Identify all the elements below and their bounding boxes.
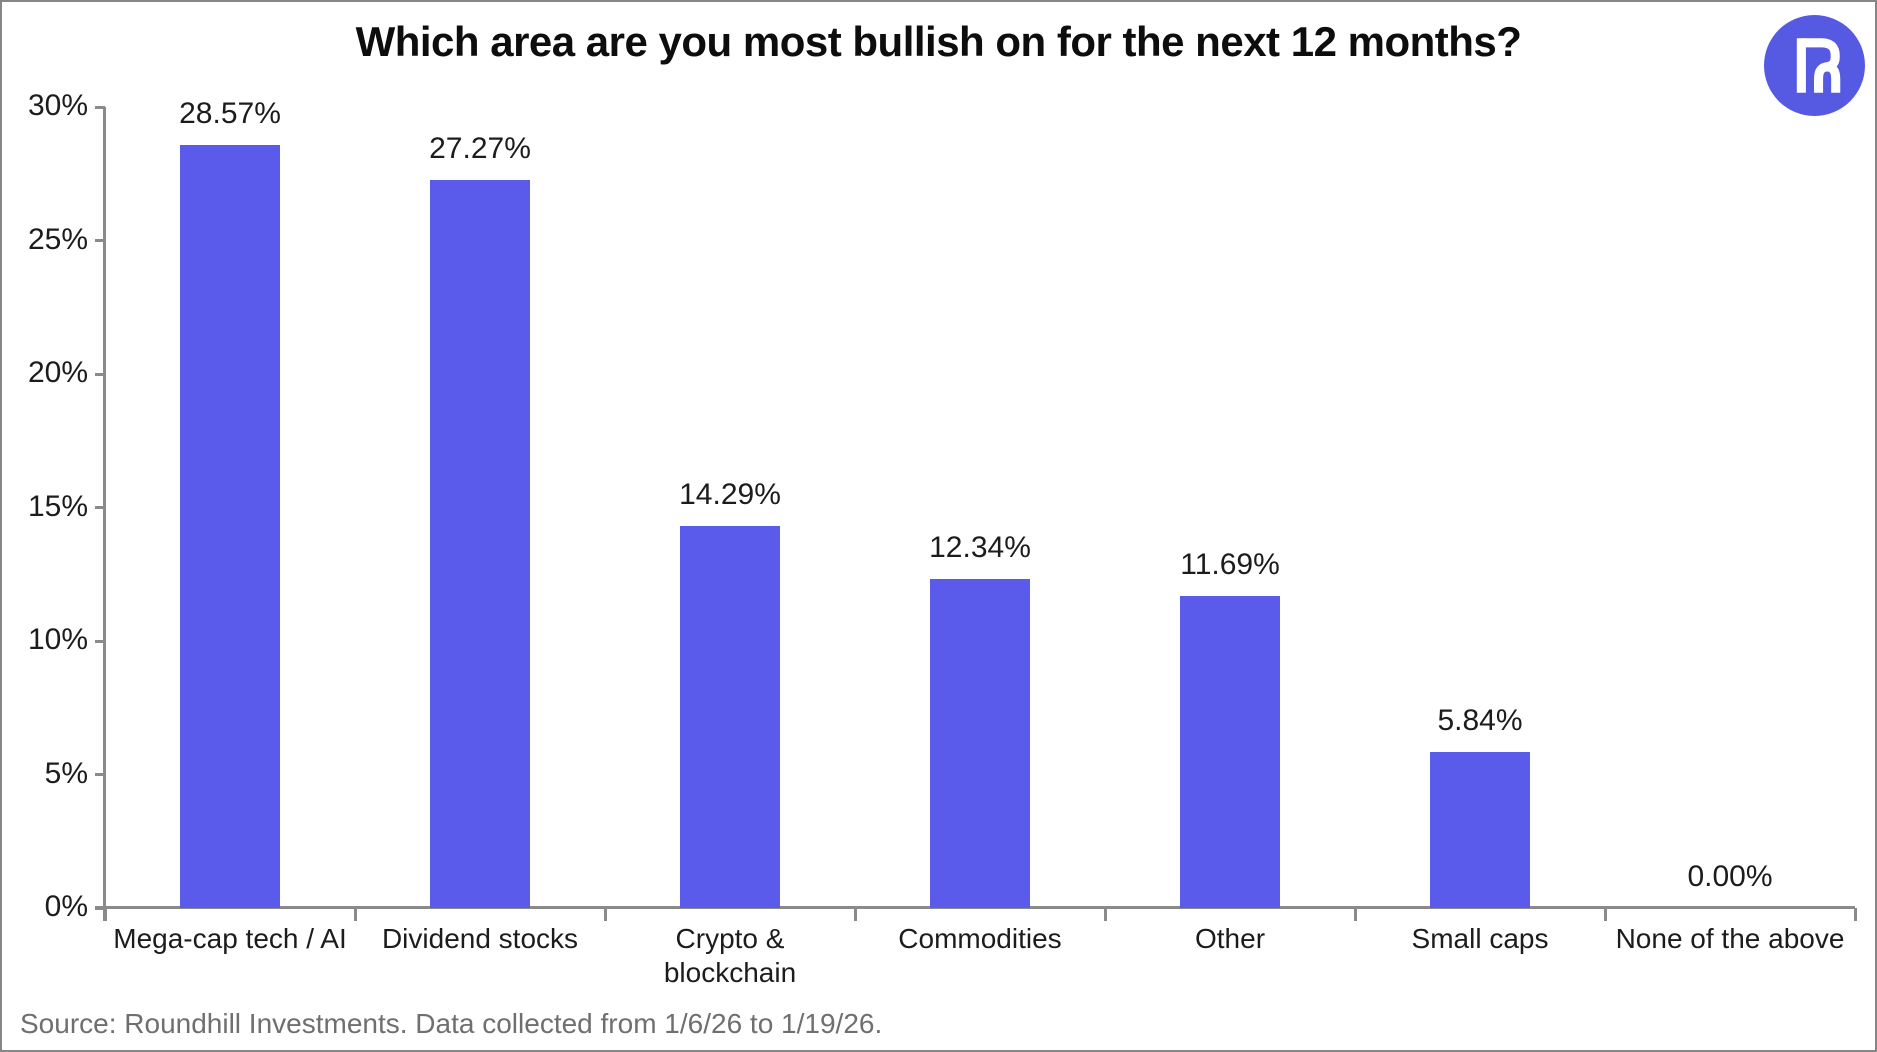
y-axis-tick xyxy=(95,639,105,643)
category-label: Dividend stocks xyxy=(381,923,579,954)
category-label: Commodities xyxy=(898,923,1062,954)
bar xyxy=(430,180,530,908)
logo-circle xyxy=(1764,15,1865,116)
x-axis-tick xyxy=(853,908,857,921)
x-axis-tick xyxy=(1103,908,1107,921)
y-tick-label: 10% xyxy=(27,623,88,656)
category-label: Crypto & blockchain xyxy=(663,923,797,988)
y-tick-label: 30% xyxy=(27,89,88,122)
y-tick-label: 15% xyxy=(27,489,88,523)
y-axis-tick xyxy=(95,506,105,509)
bar-value-label: 28.57% xyxy=(179,97,281,130)
bar xyxy=(180,145,280,908)
bar xyxy=(1430,752,1530,908)
category-label: Other xyxy=(1194,923,1266,954)
source-note: Source: Roundhill Investments. Data coll… xyxy=(20,1008,883,1039)
logo-r-mark xyxy=(1796,38,1841,93)
bar-value-label: 11.69% xyxy=(1180,548,1280,581)
bar xyxy=(930,579,1030,908)
bar-value-label: 14.29% xyxy=(679,478,781,511)
y-axis-tick xyxy=(95,239,105,242)
y-axis xyxy=(103,107,106,921)
y-axis-tick xyxy=(95,773,105,776)
x-axis-tick xyxy=(103,908,107,921)
x-axis-tick xyxy=(1603,908,1607,921)
category-label: Small caps xyxy=(1411,923,1549,954)
x-axis-tick xyxy=(603,908,607,921)
bar-value-label: 0.00% xyxy=(1687,860,1773,893)
category-label: Mega-cap tech / AI xyxy=(113,923,347,954)
bar-value-label: 12.34% xyxy=(929,531,1031,564)
y-tick-label: 25% xyxy=(27,222,88,256)
y-tick-label: 5% xyxy=(44,756,88,790)
y-tick-label: 0% xyxy=(44,890,88,923)
x-axis-tick xyxy=(1853,908,1857,921)
bar xyxy=(680,526,780,908)
y-tick-label: 20% xyxy=(27,356,88,389)
y-axis-tick xyxy=(95,372,105,376)
roundhill-logo xyxy=(1764,15,1865,116)
x-axis-tick xyxy=(353,908,357,921)
bar xyxy=(1180,596,1280,908)
y-axis-tick xyxy=(95,105,105,109)
bar-value-label: 5.84% xyxy=(1437,704,1523,737)
bar-value-label: 27.27% xyxy=(429,132,531,165)
chart-title: Which area are you most bullish on for t… xyxy=(355,18,1522,65)
x-axis-tick xyxy=(1353,908,1357,921)
category-label: None of the above xyxy=(1615,923,1845,954)
y-axis-tick xyxy=(95,906,105,910)
